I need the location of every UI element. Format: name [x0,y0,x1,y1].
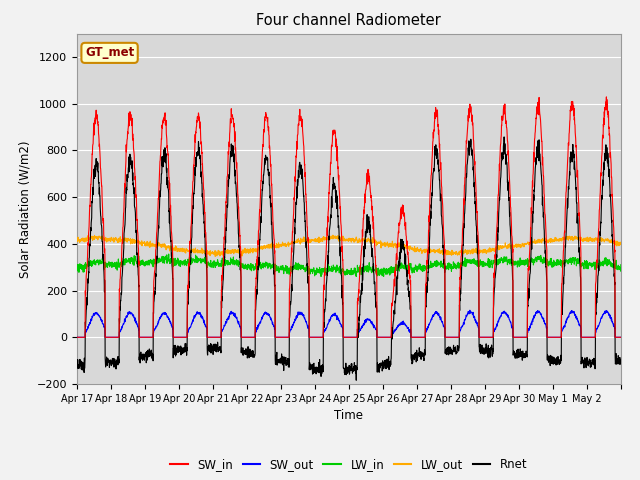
Legend: SW_in, SW_out, LW_in, LW_out, Rnet: SW_in, SW_out, LW_in, LW_out, Rnet [166,454,532,476]
Title: Four channel Radiometer: Four channel Radiometer [257,13,441,28]
Y-axis label: Solar Radiation (W/m2): Solar Radiation (W/m2) [18,140,31,277]
X-axis label: Time: Time [334,409,364,422]
Text: GT_met: GT_met [85,47,134,60]
